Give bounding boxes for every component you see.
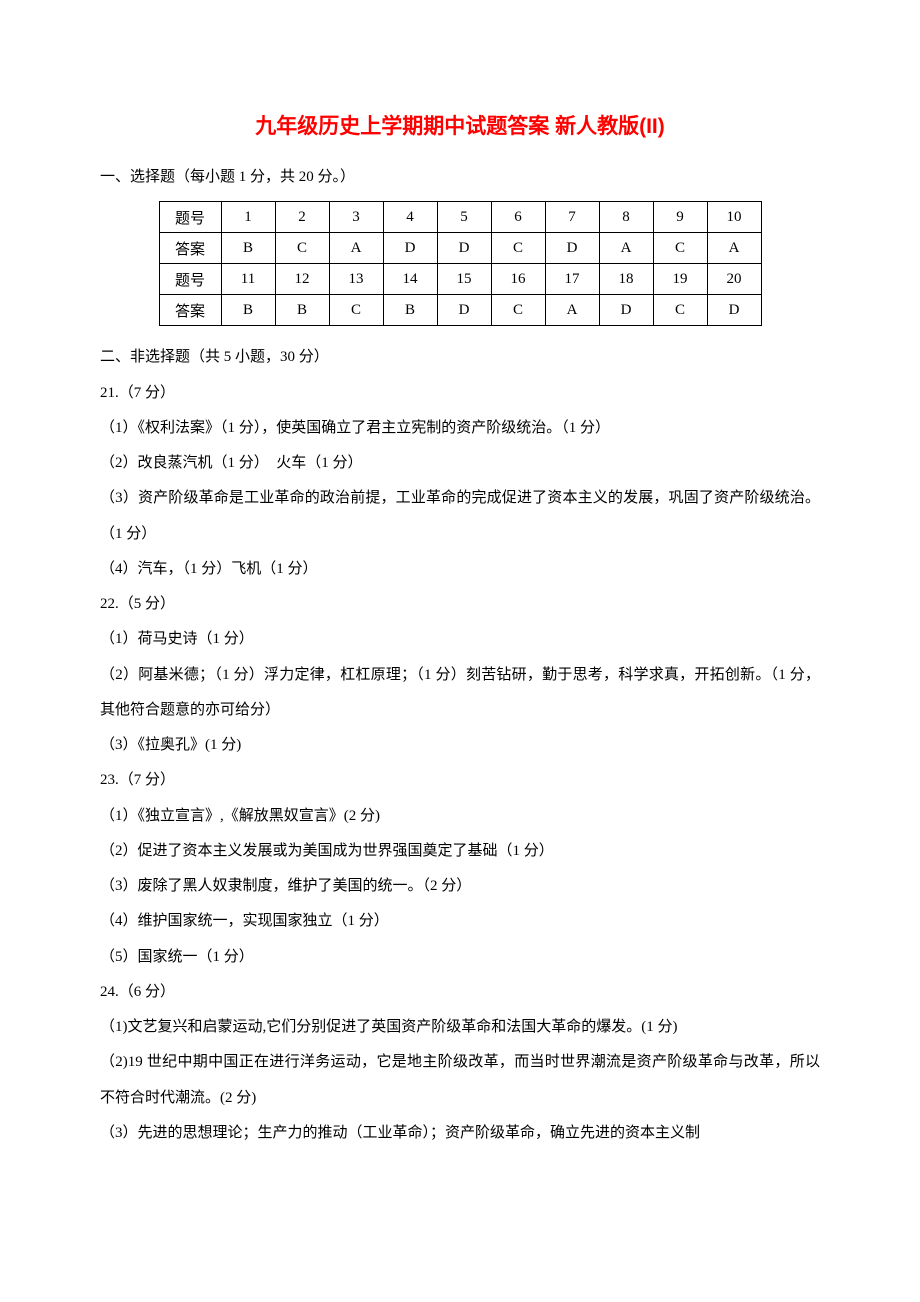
ans-cell: D: [545, 233, 599, 264]
num-cell: 8: [599, 202, 653, 233]
ans-cell: B: [383, 295, 437, 326]
q23-p3: （3）废除了黑人奴隶制度，维护了美国的统一。（2 分）: [100, 869, 820, 904]
row-header: 题号: [159, 202, 221, 233]
table-row: 答案 B B C B D C A D C D: [159, 295, 761, 326]
ans-cell: D: [707, 295, 761, 326]
num-cell: 4: [383, 202, 437, 233]
table-row: 题号 11 12 13 14 15 16 17 18 19 20: [159, 264, 761, 295]
num-cell: 7: [545, 202, 599, 233]
num-cell: 9: [653, 202, 707, 233]
num-cell: 11: [221, 264, 275, 295]
row-header: 答案: [159, 233, 221, 264]
section2-heading: 二、非选择题（共 5 小题，30 分）: [100, 340, 820, 375]
q22-p2: （2）阿基米德；（1 分）浮力定律，杠杠原理；（1 分）刻苦钻研，勤于思考，科学…: [100, 658, 820, 729]
q24-head: 24.（6 分）: [100, 975, 820, 1010]
num-cell: 13: [329, 264, 383, 295]
table-row: 题号 1 2 3 4 5 6 7 8 9 10: [159, 202, 761, 233]
q22-head: 22.（5 分）: [100, 587, 820, 622]
q24-p2: （2)19 世纪中期中国正在进行洋务运动，它是地主阶级改革，而当时世界潮流是资产…: [100, 1045, 820, 1116]
q23-p4: （4）维护国家统一，实现国家独立（1 分）: [100, 904, 820, 939]
q23-p1: （1）《独立宣言》,《解放黑奴宣言》(2 分): [100, 799, 820, 834]
q21-p1: （1）《权利法案》（1 分），使英国确立了君主立宪制的资产阶级统治。（1 分）: [100, 411, 820, 446]
q23-head: 23.（7 分）: [100, 763, 820, 798]
num-cell: 6: [491, 202, 545, 233]
num-cell: 1: [221, 202, 275, 233]
answers-table: 题号 1 2 3 4 5 6 7 8 9 10 答案 B C A D D C D…: [159, 201, 762, 326]
num-cell: 3: [329, 202, 383, 233]
num-cell: 19: [653, 264, 707, 295]
ans-cell: A: [545, 295, 599, 326]
ans-cell: C: [275, 233, 329, 264]
q24-p1: （1)文艺复兴和启蒙运动,它们分别促进了英国资产阶级革命和法国大革命的爆发。(1…: [100, 1010, 820, 1045]
num-cell: 18: [599, 264, 653, 295]
ans-cell: A: [329, 233, 383, 264]
num-cell: 16: [491, 264, 545, 295]
ans-cell: A: [599, 233, 653, 264]
num-cell: 17: [545, 264, 599, 295]
ans-cell: D: [437, 233, 491, 264]
ans-cell: D: [437, 295, 491, 326]
page-title: 九年级历史上学期期中试题答案 新人教版(II): [100, 110, 820, 140]
q21-p3: （3）资产阶级革命是工业革命的政治前提，工业革命的完成促进了资本主义的发展，巩固…: [100, 481, 820, 552]
num-cell: 12: [275, 264, 329, 295]
num-cell: 14: [383, 264, 437, 295]
row-header: 答案: [159, 295, 221, 326]
q21-p4: （4）汽车，（1 分）飞机（1 分）: [100, 552, 820, 587]
num-cell: 15: [437, 264, 491, 295]
ans-cell: B: [221, 233, 275, 264]
ans-cell: D: [383, 233, 437, 264]
table-row: 答案 B C A D D C D A C A: [159, 233, 761, 264]
q21-head: 21.（7 分）: [100, 376, 820, 411]
q22-p3: （3）《拉奥孔》(1 分): [100, 728, 820, 763]
ans-cell: A: [707, 233, 761, 264]
ans-cell: D: [599, 295, 653, 326]
ans-cell: C: [491, 295, 545, 326]
num-cell: 5: [437, 202, 491, 233]
ans-cell: B: [221, 295, 275, 326]
row-header: 题号: [159, 264, 221, 295]
num-cell: 20: [707, 264, 761, 295]
ans-cell: C: [491, 233, 545, 264]
q24-p3: （3）先进的思想理论；生产力的推动（工业革命）；资产阶级革命，确立先进的资本主义…: [100, 1116, 820, 1151]
ans-cell: C: [653, 295, 707, 326]
q22-p1: （1）荷马史诗（1 分）: [100, 622, 820, 657]
ans-cell: B: [275, 295, 329, 326]
q23-p5: （5）国家统一（1 分）: [100, 940, 820, 975]
q21-p2: （2）改良蒸汽机（1 分） 火车（1 分）: [100, 446, 820, 481]
ans-cell: C: [329, 295, 383, 326]
ans-cell: C: [653, 233, 707, 264]
q23-p2: （2）促进了资本主义发展或为美国成为世界强国奠定了基础（1 分）: [100, 834, 820, 869]
num-cell: 2: [275, 202, 329, 233]
section1-heading: 一、选择题（每小题 1 分，共 20 分。）: [100, 160, 820, 195]
num-cell: 10: [707, 202, 761, 233]
